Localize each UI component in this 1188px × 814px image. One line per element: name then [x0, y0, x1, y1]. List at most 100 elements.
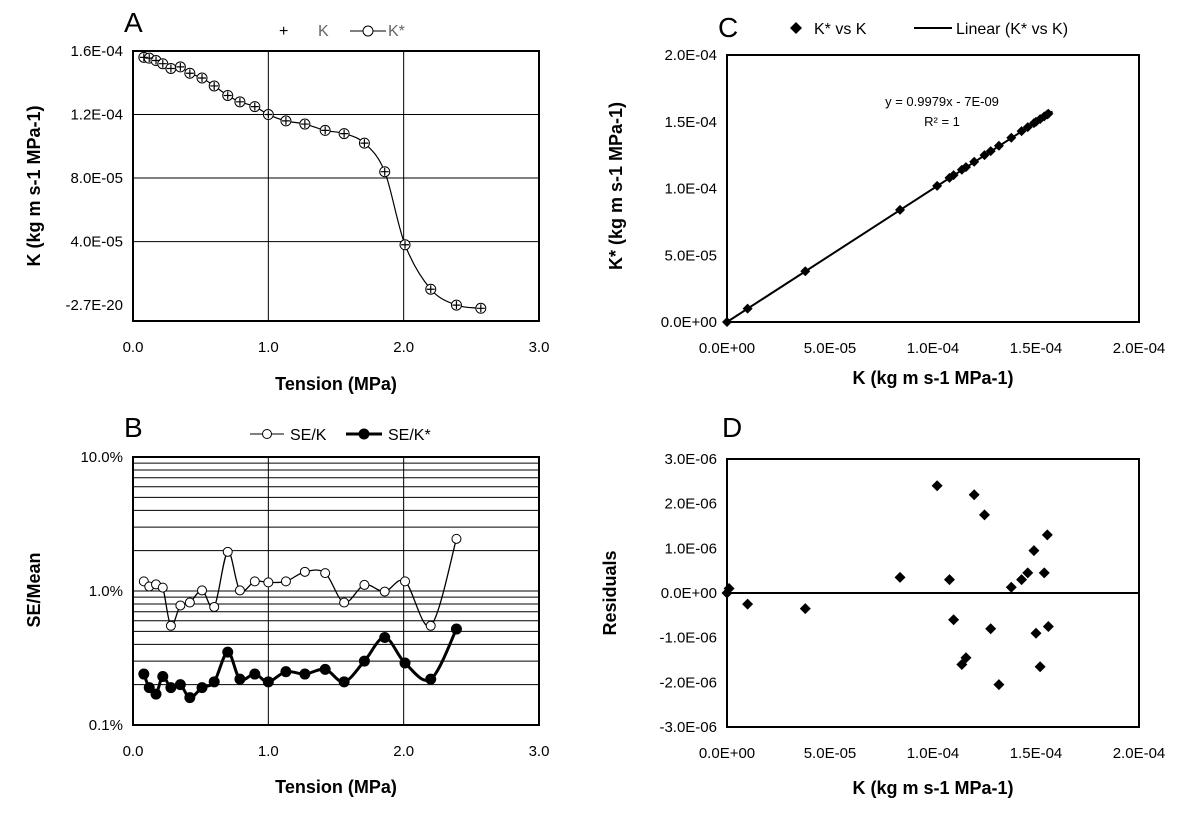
panel-c-point [948, 170, 959, 181]
panel-c-r2: R² = 1 [924, 114, 960, 129]
panel-c: C K* vs K Linear (K* vs K) 0.0E+00 5.0E-0… [606, 12, 1165, 388]
panel-b-frame [132, 456, 540, 726]
panel-b-sek-point [222, 546, 233, 557]
panel-a-k-point [210, 81, 219, 90]
panel-letter-b: B [124, 412, 143, 443]
panel-c-point [1006, 132, 1017, 143]
panel-letter-c: C [718, 12, 738, 43]
legend-a-kstar-circle-icon [362, 25, 374, 37]
panel-d-point [931, 480, 943, 492]
panel-a-k-point [321, 126, 330, 135]
panel-b-sekstar-point [262, 676, 274, 688]
panel-d-point [1005, 581, 1017, 593]
panel-c-point [1016, 126, 1027, 137]
panel-d-y-tick-label: 0.0E+00 [661, 585, 717, 602]
panel-b-sek-point [339, 597, 350, 608]
panel-b-sek-point [280, 576, 291, 587]
panel-b-sek-point [379, 586, 390, 597]
panel-a-k-point [476, 304, 485, 313]
panel-b-y-tick-label: 10.0% [80, 449, 123, 466]
panel-c-point [969, 156, 980, 167]
panel-b-sekstar-line [142, 628, 458, 700]
panel-b-sek-point [165, 620, 176, 631]
panel-c-x-axis-label: K (kg m s-1 MPa-1) [852, 368, 1013, 388]
panel-b-sek-point [197, 585, 208, 596]
panel-a-k-point [452, 301, 461, 310]
legend-a-k-label: K [318, 23, 329, 40]
panel-d-y-tick-label: 3.0E-06 [664, 451, 717, 468]
panel-d-y-tick-label: -1.0E-06 [659, 630, 717, 647]
panel-a-k-point [185, 69, 194, 78]
panel-b-sekstar-point [379, 631, 391, 643]
panel-c-x-tick-label: 0.0E+00 [699, 340, 755, 357]
legend-c-linear-label: Linear (K* vs K) [956, 21, 1068, 38]
panel-d-y-tick-label: -3.0E-06 [659, 719, 717, 736]
panel-b-x-axis-label: Tension (MPa) [275, 777, 397, 797]
panel-a-k-point [250, 102, 259, 111]
panel-d-frame [726, 458, 1140, 728]
panel-b-sekstar-point [150, 688, 162, 700]
panel-b-sekstar-point [143, 682, 155, 694]
panel-a-k-point [281, 116, 290, 125]
panel-d-point [979, 509, 990, 521]
legend-b-sekstar-label: SE/K* [388, 427, 431, 444]
panel-a-k-point [360, 139, 369, 148]
panel-c-y-tick-label: 1.5E-04 [664, 114, 717, 131]
panel-b-sek-point [400, 576, 411, 587]
panel-d-x-tick-label: 0.0E+00 [699, 745, 755, 762]
panel-b-sekstar-point [174, 679, 186, 691]
panel-d-point [943, 574, 955, 586]
panel-a: A + K K* 0.0 1.0 2.0 3.0 1.6E-04 1.2E-04 8.0E-… [24, 7, 549, 394]
panel-letter-d: D [722, 412, 742, 443]
panel-a-x-tick-label: 3.0 [529, 339, 550, 356]
panel-a-k-point [139, 53, 148, 62]
panel-b-sekstar-point [208, 676, 220, 688]
panel-b-y-axis-label: SE/Mean [24, 552, 44, 627]
panel-a-y-tick-label: 1.2E-04 [70, 107, 123, 124]
panel-b-sekstar-point [222, 646, 234, 658]
panel-a-k-point [145, 54, 154, 63]
panel-a-k-point [401, 240, 410, 249]
panel-b-sek-point [451, 533, 462, 544]
panel-a-k-point [166, 64, 175, 73]
panel-d-point [1042, 621, 1054, 632]
panel-d-point [1034, 661, 1046, 673]
panel-a-k-point [300, 120, 309, 129]
panel-d-x-tick-label: 1.0E-04 [907, 745, 960, 762]
panel-b-sekstar-point [138, 668, 150, 680]
legend-c-scatter-label: K* vs K [814, 21, 867, 38]
panel-c-point [800, 266, 811, 277]
panel-b-x-tick-label: 0.0 [123, 743, 144, 760]
panel-c-point [895, 204, 906, 215]
panel-a-x-tick-label: 2.0 [393, 339, 414, 356]
panel-a-k-point [426, 285, 435, 294]
panel-b-sek-point [175, 600, 186, 611]
panel-b-sek-point [320, 568, 331, 579]
panel-a-k-point [176, 62, 185, 71]
panel-c-linear-fit-line [726, 110, 1054, 323]
panel-a-x-tick-label: 1.0 [258, 339, 279, 356]
panel-a-k-point [340, 129, 349, 138]
panel-d-point [1028, 545, 1040, 557]
legend-b-sek-label: SE/K [290, 427, 327, 444]
panel-a-y-tick-label: 1.6E-04 [70, 43, 123, 60]
panel-b-x-tick-label: 2.0 [393, 743, 414, 760]
panel-d-x-tick-label: 1.5E-04 [1010, 745, 1063, 762]
panel-d-point [1030, 627, 1042, 639]
panel-b-sekstar-point [399, 657, 411, 669]
panel-a-frame [132, 50, 540, 322]
panel-d-point [742, 598, 754, 610]
panel-a-k-point [198, 74, 207, 82]
panel-c-x-tick-label: 5.0E-05 [804, 340, 857, 357]
panel-b-sekstar-point [249, 668, 261, 680]
panel-d-point [799, 603, 811, 615]
panel-d-point [894, 571, 906, 583]
panel-b-sekstar-point [196, 682, 208, 694]
panel-b-y-tick-label: 1.0% [89, 583, 123, 600]
panel-b-sekstar-point [184, 692, 196, 704]
legend-a-kstar-label: K* [388, 23, 405, 40]
panel-b-sekstar-point [165, 682, 177, 694]
panel-b-sek-point [184, 597, 195, 608]
